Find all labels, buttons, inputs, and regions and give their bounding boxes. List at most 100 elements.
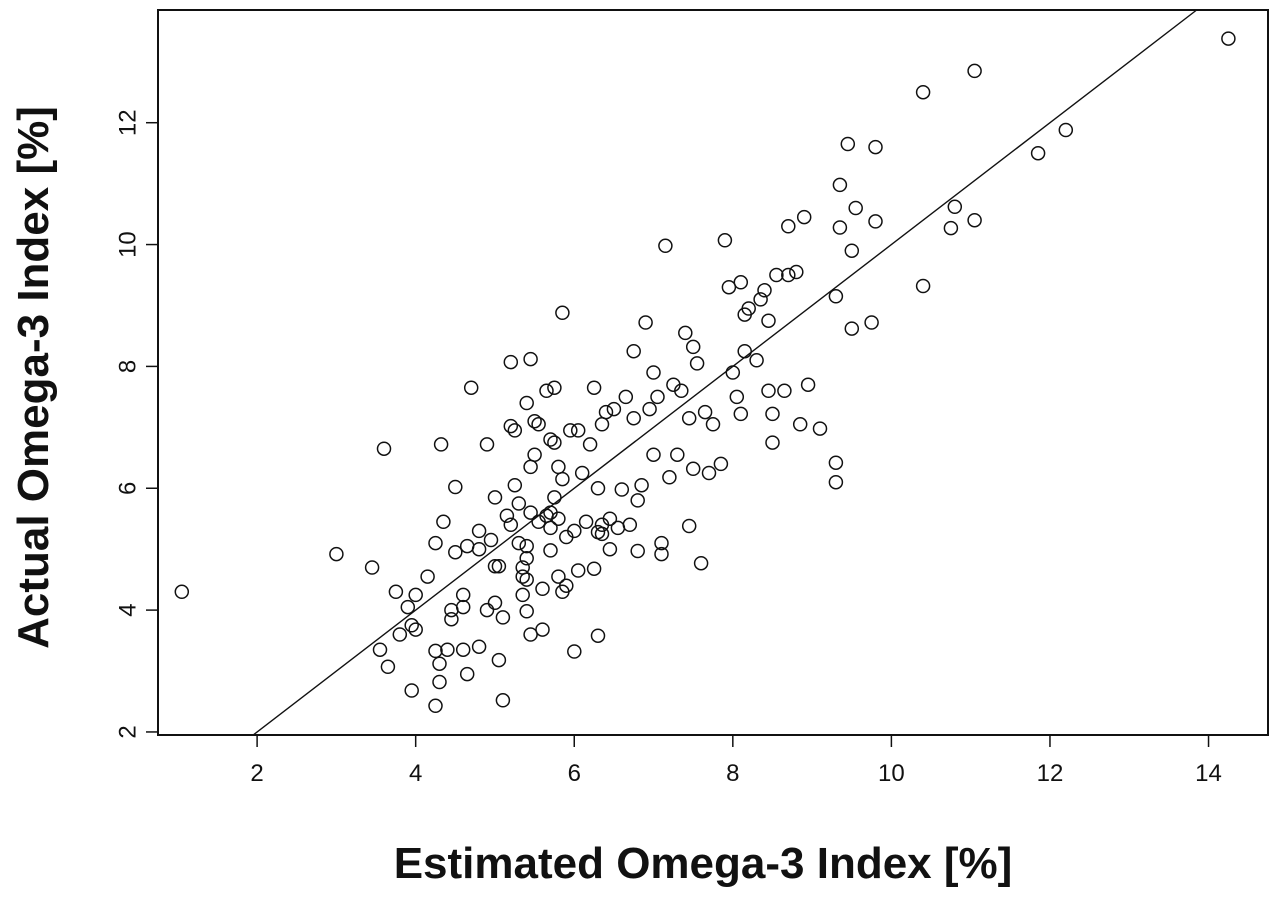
data-point — [614, 482, 630, 497]
data-point — [832, 220, 848, 235]
data-point — [499, 508, 515, 523]
data-point — [551, 511, 566, 526]
data-point — [812, 421, 828, 436]
data-point — [563, 423, 578, 438]
data-point — [848, 200, 863, 216]
data-point — [670, 447, 685, 462]
data-point — [1030, 145, 1046, 161]
data-point — [495, 610, 511, 625]
data-point — [555, 471, 570, 487]
data-point — [543, 543, 558, 558]
data-point — [570, 563, 586, 578]
data-point — [392, 627, 408, 642]
data-point — [947, 199, 963, 215]
data-point — [432, 656, 447, 671]
data-point — [796, 209, 812, 225]
data-point — [448, 544, 463, 560]
data-point — [511, 535, 527, 551]
data-point — [483, 532, 499, 548]
data-point — [547, 435, 562, 450]
y-tick-label: 12 — [115, 109, 142, 136]
data-point — [868, 139, 883, 155]
data-point — [455, 587, 471, 603]
data-point — [840, 136, 856, 152]
data-point — [630, 493, 645, 508]
data-point — [650, 389, 665, 405]
data-point — [408, 622, 423, 637]
data-point — [646, 365, 661, 380]
data-point — [1221, 31, 1236, 46]
data-point — [761, 383, 776, 399]
data-point — [1058, 122, 1074, 138]
data-point — [781, 219, 796, 234]
data-point — [864, 315, 879, 330]
data-point — [622, 517, 638, 533]
data-point — [428, 535, 443, 551]
y-tick-label: 6 — [115, 482, 142, 495]
data-point — [598, 404, 614, 420]
data-point — [463, 380, 479, 395]
data-point — [479, 602, 495, 618]
data-point — [523, 459, 538, 475]
data-point — [432, 674, 447, 690]
data-point — [487, 595, 503, 611]
data-point — [618, 389, 634, 405]
data-point — [765, 435, 780, 450]
x-tick-label: 4 — [409, 760, 422, 787]
data-point — [519, 604, 534, 619]
data-point — [428, 643, 443, 659]
data-point — [555, 305, 570, 321]
data-point — [376, 441, 392, 456]
data-point — [606, 401, 622, 417]
data-point — [844, 243, 860, 258]
data-point — [943, 220, 959, 236]
data-point — [761, 313, 776, 328]
data-point — [626, 410, 641, 426]
data-point — [459, 666, 475, 682]
data-point — [662, 470, 677, 485]
data-point — [519, 551, 534, 566]
data-point — [685, 339, 701, 355]
data-point — [693, 555, 709, 571]
data-point — [654, 535, 669, 551]
data-point — [503, 418, 519, 434]
data-point — [828, 455, 844, 470]
data-point — [479, 437, 495, 452]
data-point — [364, 560, 380, 575]
data-point — [832, 177, 848, 193]
data-point — [455, 599, 471, 615]
data-point — [685, 461, 701, 477]
data-point — [507, 423, 523, 438]
data-point — [495, 693, 511, 708]
data-point — [590, 628, 606, 643]
data-point — [433, 437, 449, 452]
data-point — [681, 410, 697, 426]
data-point — [800, 377, 816, 392]
data-point — [602, 541, 618, 557]
data-point — [400, 599, 416, 615]
data-point — [519, 395, 534, 411]
x-tick-label: 10 — [878, 760, 905, 787]
data-point — [527, 447, 542, 462]
data-point — [765, 406, 780, 422]
data-point — [515, 587, 530, 603]
x-tick-label: 6 — [568, 760, 581, 787]
data-point — [380, 659, 396, 675]
data-point — [610, 520, 626, 536]
y-tick-label: 2 — [115, 725, 142, 738]
data-point — [757, 283, 772, 298]
data-point — [777, 383, 792, 399]
data-point — [705, 417, 721, 432]
data-point — [408, 587, 423, 603]
data-point — [602, 511, 618, 526]
data-point — [531, 417, 546, 432]
data-point — [594, 417, 610, 432]
data-point — [689, 356, 705, 371]
data-point — [487, 490, 503, 505]
y-tick-label: 10 — [115, 231, 142, 258]
data-point — [967, 212, 982, 228]
data-point — [329, 546, 344, 562]
data-point — [444, 611, 459, 627]
data-point — [491, 652, 507, 668]
